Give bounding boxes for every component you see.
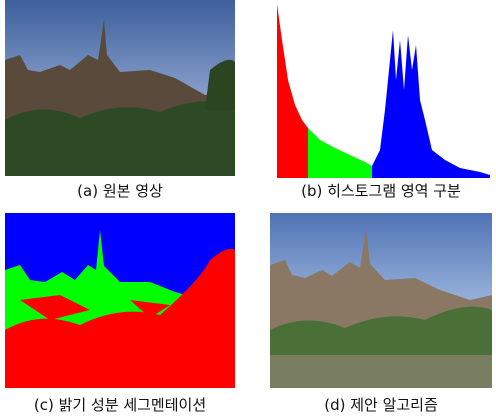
histogram: [277, 4, 490, 178]
caption: (c) 밝기 성분 세그멘테이션: [33, 396, 207, 414]
caption: (d) 제안 알고리즘: [324, 396, 438, 414]
caption: (b) 히스토그램 영역 구분: [301, 182, 461, 200]
caption: (a) 원본 영상: [77, 182, 163, 200]
segmentation-image: [5, 213, 235, 388]
original-image: [5, 0, 235, 176]
result-image: [270, 213, 492, 388]
